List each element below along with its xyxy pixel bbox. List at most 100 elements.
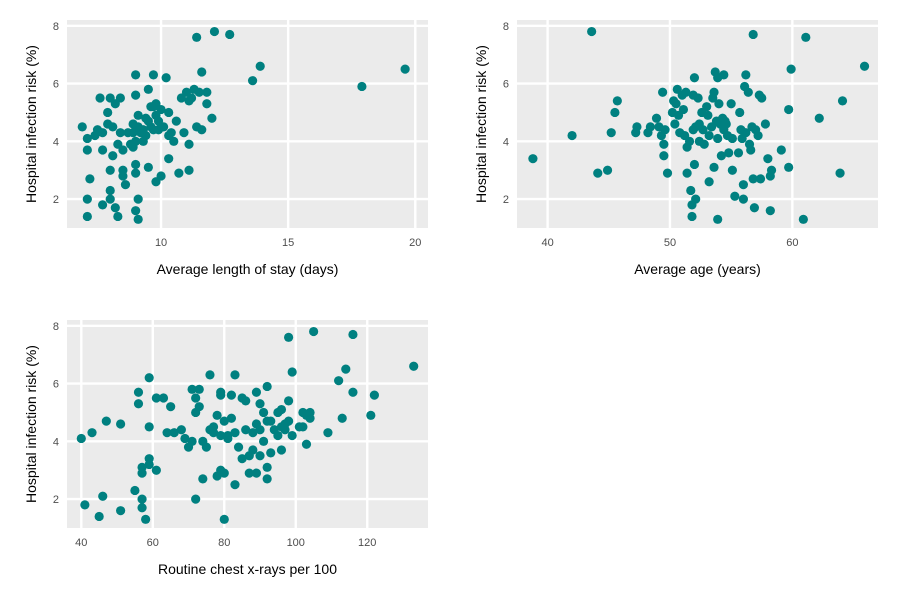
y-tick-label: 2 (503, 194, 509, 206)
data-point (184, 165, 194, 175)
data-point (216, 430, 226, 441)
data-point (159, 122, 169, 132)
data-point (258, 407, 269, 418)
data-point (721, 119, 731, 129)
data-point (716, 151, 726, 161)
data-point (262, 462, 272, 472)
data-point (198, 474, 208, 484)
data-point (714, 99, 724, 109)
data-point (241, 396, 251, 406)
data-point (698, 125, 708, 135)
x-tick-label: 120 (358, 537, 376, 549)
data-point (197, 125, 207, 135)
data-point (757, 93, 767, 103)
data-point (709, 87, 719, 97)
data-point (186, 93, 197, 103)
data-point (230, 428, 240, 438)
data-point (699, 139, 709, 149)
y-tick-label: 8 (53, 21, 59, 33)
data-point (660, 125, 670, 135)
data-point (103, 107, 113, 118)
y-tick-label: 6 (53, 379, 59, 391)
data-point (337, 413, 347, 423)
data-point (686, 185, 696, 196)
data-point (369, 390, 379, 400)
data-point (161, 73, 171, 83)
data-point (814, 113, 824, 123)
data-point (116, 506, 126, 516)
data-point (194, 402, 204, 412)
data-point (741, 70, 751, 80)
data-point (255, 425, 265, 435)
data-point (727, 133, 737, 144)
data-point (118, 171, 128, 181)
data-point (120, 180, 131, 190)
data-point (98, 491, 108, 501)
data-point (266, 416, 276, 426)
data-point (684, 136, 695, 146)
data-point (169, 428, 179, 438)
data-point (166, 128, 176, 138)
data-point (276, 445, 287, 455)
data-point (262, 381, 272, 392)
data-point (276, 404, 287, 415)
data-point (131, 159, 141, 170)
data-point (194, 384, 204, 394)
y-axis-label: Hospital infection risk (%) (23, 45, 39, 203)
data-point (201, 442, 211, 452)
data-point (82, 194, 92, 204)
data-point (760, 119, 771, 129)
data-point (366, 410, 376, 420)
data-point (137, 494, 147, 504)
x-tick-label: 60 (147, 537, 159, 549)
data-point (202, 99, 212, 109)
data-point (719, 70, 729, 80)
data-point (156, 171, 166, 181)
data-point (682, 168, 692, 178)
data-point (94, 511, 104, 522)
data-point (659, 139, 669, 149)
data-point (223, 433, 233, 444)
data-point (237, 454, 247, 464)
data-point (357, 81, 367, 92)
data-point (606, 128, 616, 138)
data-point (323, 428, 333, 438)
data-point (743, 87, 753, 97)
data-point (133, 399, 144, 409)
data-point (753, 130, 763, 141)
data-point (273, 430, 283, 441)
data-point (301, 439, 312, 449)
data-point (95, 93, 105, 103)
data-point (659, 151, 669, 161)
x-tick-label: 20 (409, 237, 421, 249)
data-point (662, 168, 673, 178)
data-point (713, 214, 723, 224)
data-point (187, 436, 197, 446)
x-tick-label: 40 (75, 537, 87, 549)
data-point (156, 104, 166, 115)
data-point (258, 436, 269, 446)
data-point (255, 399, 265, 409)
data-point (766, 165, 777, 175)
data-point (703, 110, 713, 120)
data-point (248, 445, 258, 455)
data-point (141, 514, 151, 524)
data-point (702, 102, 712, 112)
data-point (348, 329, 358, 340)
data-point (97, 128, 108, 138)
data-point (587, 26, 597, 37)
data-point (151, 393, 161, 403)
data-point (241, 425, 251, 435)
data-point (101, 416, 111, 426)
data-point (131, 206, 141, 216)
y-tick-label: 8 (503, 21, 509, 33)
data-point (658, 87, 668, 97)
data-point (166, 402, 176, 412)
data-point (176, 425, 186, 435)
data-point (645, 122, 655, 132)
data-point (208, 428, 219, 438)
data-point (76, 433, 86, 444)
data-point (287, 430, 297, 441)
data-point (226, 413, 237, 423)
